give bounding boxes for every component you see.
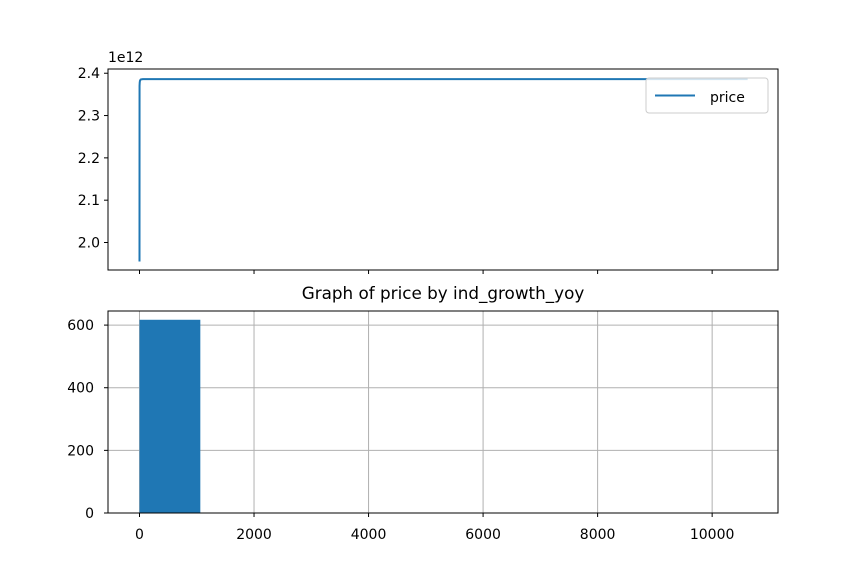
y-tick-label: 2.3 [78,109,100,125]
legend-box [645,77,769,114]
histogram-bar [139,319,201,513]
histogram-x-ticks: 0 2000 4000 6000 8000 10000 [135,513,734,543]
x-tick-label: 0 [135,527,144,543]
price-line-axes-frame [107,68,779,271]
series-line-price [138,78,748,262]
histogram-title: Graph of price by ind_growth_yoy [302,283,585,304]
y-tick-label: 600 [67,318,94,334]
price-line-plot-area [138,78,748,262]
y-tick-label: 400 [67,381,94,397]
histogram-y-ticks: 0 200 400 600 [67,318,108,522]
histogram-chart: 0 200 400 600 0 2000 4000 6000 8000 10000 Graph … [67,283,779,543]
legend-label-price: price [710,90,745,106]
price-line-chart: 2.0 2.1 2.2 2.3 2.4 1e12 price [78,50,779,274]
histogram-axes-frame [107,310,779,514]
legend: price [645,77,769,114]
x-tick-label: 8000 [580,527,616,543]
x-tick-label: 4000 [351,527,387,543]
y-tick-label: 2.2 [78,151,100,167]
x-tick-label: 10000 [690,527,735,543]
y-tick-label: 2.1 [78,193,100,209]
y-tick-label: 200 [67,443,94,459]
y-tick-label: 2.4 [78,66,100,82]
histogram-bars [139,319,748,513]
x-tick-label: 2000 [236,527,272,543]
price-line-x-ticks [138,270,713,274]
y-tick-label: 2.0 [78,235,100,251]
y-tick-label: 0 [85,506,94,522]
y-axis-offset-text: 1e12 [108,50,143,66]
x-tick-label: 6000 [465,527,501,543]
price-line-y-ticks: 2.0 2.1 2.2 2.3 2.4 [78,66,108,251]
